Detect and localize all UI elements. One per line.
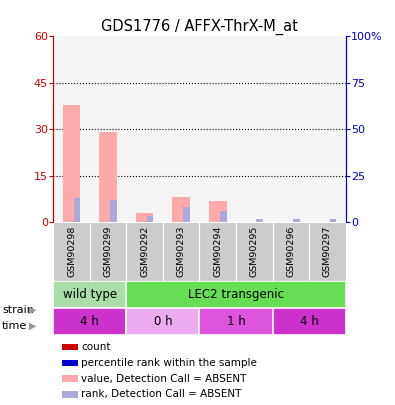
Bar xyxy=(163,222,199,281)
Bar xyxy=(63,104,80,222)
Text: count: count xyxy=(81,342,111,352)
Bar xyxy=(126,281,346,308)
Bar xyxy=(62,375,78,382)
Bar xyxy=(236,222,273,281)
Text: ▶: ▶ xyxy=(29,321,36,331)
Bar xyxy=(90,36,126,222)
Text: GSM90294: GSM90294 xyxy=(213,225,222,277)
Bar xyxy=(273,222,309,281)
Text: GSM90293: GSM90293 xyxy=(177,225,186,277)
Text: GSM90299: GSM90299 xyxy=(103,225,113,277)
Text: 1 h: 1 h xyxy=(227,315,245,328)
Bar xyxy=(62,391,78,398)
Text: 4 h: 4 h xyxy=(300,315,318,328)
Text: time: time xyxy=(2,321,27,331)
Bar xyxy=(329,220,336,222)
Bar xyxy=(53,222,90,281)
Text: GSM90298: GSM90298 xyxy=(67,225,76,277)
Bar xyxy=(100,132,117,222)
Text: 4 h: 4 h xyxy=(81,315,99,328)
Bar xyxy=(136,213,153,222)
Bar xyxy=(53,308,126,335)
Bar xyxy=(183,207,190,222)
Bar xyxy=(220,211,226,222)
Text: strain: strain xyxy=(2,305,34,315)
Text: GSM90295: GSM90295 xyxy=(250,225,259,277)
Bar xyxy=(74,198,80,222)
Bar xyxy=(62,360,78,366)
Bar xyxy=(199,36,236,222)
Bar xyxy=(273,36,309,222)
Bar xyxy=(173,198,190,222)
Bar xyxy=(163,36,199,222)
Text: percentile rank within the sample: percentile rank within the sample xyxy=(81,358,257,368)
Bar xyxy=(126,308,199,335)
Bar xyxy=(309,36,346,222)
Text: 0 h: 0 h xyxy=(154,315,172,328)
Bar xyxy=(62,344,78,350)
Text: value, Detection Call = ABSENT: value, Detection Call = ABSENT xyxy=(81,373,246,384)
Bar xyxy=(273,308,346,335)
Text: GSM90296: GSM90296 xyxy=(286,225,295,277)
Bar xyxy=(90,222,126,281)
Bar xyxy=(53,281,126,308)
Bar xyxy=(199,308,273,335)
Bar xyxy=(236,36,273,222)
Bar xyxy=(309,222,346,281)
Bar xyxy=(53,36,90,222)
Bar xyxy=(126,222,163,281)
Bar xyxy=(256,220,263,222)
Bar xyxy=(199,222,236,281)
Text: wild type: wild type xyxy=(63,288,117,301)
Text: rank, Detection Call = ABSENT: rank, Detection Call = ABSENT xyxy=(81,389,241,399)
Title: GDS1776 / AFFX-ThrX-M_at: GDS1776 / AFFX-ThrX-M_at xyxy=(101,19,298,35)
Bar xyxy=(147,216,153,222)
Bar xyxy=(110,200,117,222)
Bar xyxy=(209,200,226,222)
Bar xyxy=(126,36,163,222)
Text: GSM90292: GSM90292 xyxy=(140,225,149,277)
Bar xyxy=(293,220,299,222)
Text: ▶: ▶ xyxy=(29,305,36,315)
Text: GSM90297: GSM90297 xyxy=(323,225,332,277)
Text: LEC2 transgenic: LEC2 transgenic xyxy=(188,288,284,301)
